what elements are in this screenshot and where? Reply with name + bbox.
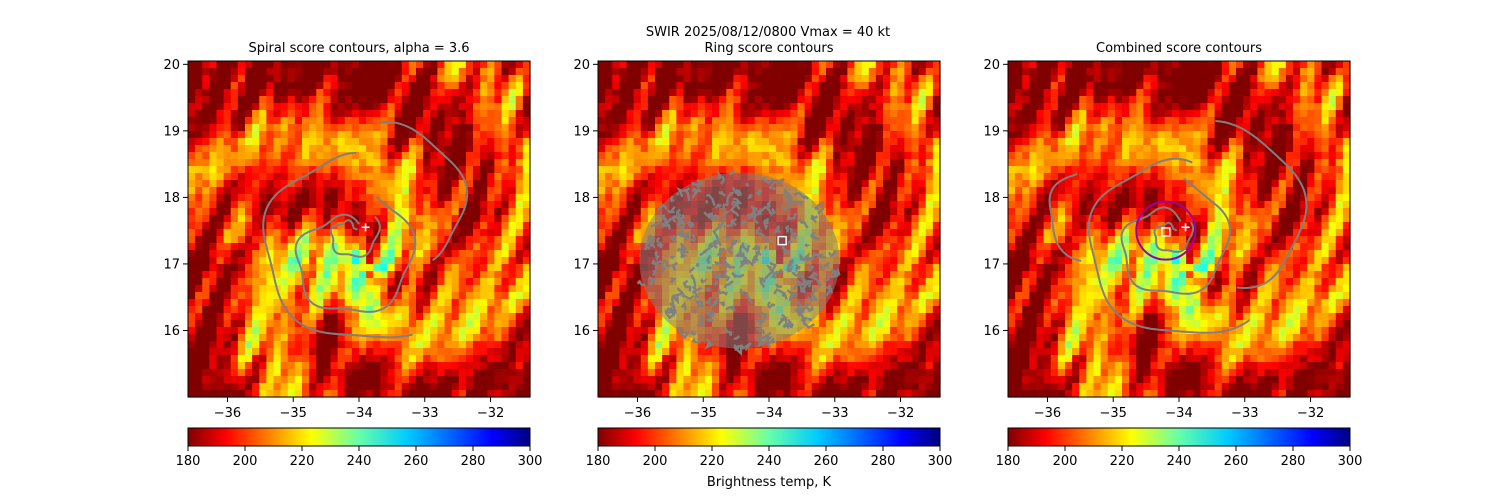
x-ticks: −36 −35 −34 −33 −32: [624, 397, 914, 421]
center-square-marker: [777, 235, 787, 246]
colorbar-tick-label: 280: [871, 454, 896, 469]
x-tick-label: −35: [1100, 406, 1127, 421]
x-ticks: −36 −35 −34 −33 −32: [214, 397, 504, 421]
fit-circle: [1135, 200, 1197, 261]
colorbar-tick-label: 240: [347, 454, 372, 469]
colorbar-tick-label: 180: [586, 454, 611, 469]
y-tick-label: 16: [573, 324, 590, 339]
x-tick-label: −33: [411, 406, 438, 421]
y-tick-label: 17: [163, 257, 180, 272]
colorbar: 180 200 220 240 260 280 300: [176, 427, 543, 469]
center-markers: [1135, 200, 1197, 261]
center-markers: [361, 223, 370, 232]
y-tick-label: 18: [573, 191, 590, 206]
contours: [636, 169, 841, 356]
contours: [1048, 120, 1308, 334]
colorbar-tick-label: 280: [461, 454, 486, 469]
heatmap: [188, 61, 531, 398]
y-tick-label: 20: [983, 58, 1000, 73]
colorbar-tick-label: 260: [404, 454, 429, 469]
panel-title: Spiral score contours, alpha = 3.6: [248, 41, 469, 56]
contour-line: [1153, 221, 1195, 253]
y-tick-label: 20: [573, 58, 590, 73]
contour-line: [329, 215, 381, 258]
x-tick-label: −33: [1231, 406, 1258, 421]
center-plus-marker: [361, 223, 370, 232]
panel-title: Combined score contours: [1096, 41, 1262, 56]
y-tick-label: 17: [573, 257, 590, 272]
x-tick-label: −36: [1034, 406, 1061, 421]
y-tick-label: 19: [163, 124, 180, 139]
x-tick-label: −32: [887, 406, 914, 421]
colorbar-tick-label: 200: [643, 454, 668, 469]
x-tick-label: −34: [1165, 406, 1192, 421]
x-tick-label: −32: [1297, 406, 1324, 421]
y-tick-label: 16: [163, 324, 180, 339]
y-tick-label: 19: [573, 124, 590, 139]
x-tick-label: −35: [280, 406, 307, 421]
x-tick-label: −34: [345, 406, 372, 421]
x-tick-label: −34: [755, 406, 782, 421]
y-tick-label: 19: [983, 124, 1000, 139]
y-ticks: 16 17 18 19 20: [983, 58, 1008, 339]
x-ticks: −36 −35 −34 −33 −32: [1034, 397, 1324, 421]
x-tick-label: −33: [821, 406, 848, 421]
contour-line: [294, 196, 417, 313]
colorbar-tick-label: 200: [1053, 454, 1078, 469]
panel-2: Ring score contours −36 −35 −34 −33 −32 16 17 18…: [573, 41, 952, 469]
colorbar-tick-label: 220: [700, 454, 725, 469]
panel-3: Combined score contours −36 −35 −34 −33 −32 16…: [983, 41, 1362, 469]
center-plus-marker: [1181, 223, 1190, 232]
center-markers: [777, 235, 787, 246]
colorbar-tick-label: 280: [1281, 454, 1306, 469]
x-tick-label: −36: [624, 406, 651, 421]
y-ticks: 16 17 18 19 20: [163, 58, 188, 339]
y-tick-label: 18: [163, 191, 180, 206]
colorbar-tick-label: 180: [996, 454, 1021, 469]
colorbar-tick-label: 240: [1167, 454, 1192, 469]
contour-line: [379, 120, 469, 262]
colorbar-tick-label: 260: [814, 454, 839, 469]
contour-line: [1048, 172, 1082, 262]
colorbar: 180 200 220 240 260 280 300: [996, 427, 1363, 469]
colorbar-tick-label: 180: [176, 454, 201, 469]
colorbar-label: Brightness temp, K: [707, 475, 832, 490]
colorbar-tick-label: 300: [1338, 454, 1363, 469]
y-tick-label: 18: [983, 191, 1000, 206]
contour-line: [262, 151, 413, 339]
x-tick-label: −36: [214, 406, 241, 421]
heatmap: [1008, 61, 1351, 398]
panel-title: Ring score contours: [704, 41, 833, 56]
colorbar-tick-label: 260: [1224, 454, 1249, 469]
y-tick-label: 20: [163, 58, 180, 73]
colorbar: 180 200 220 240 260 280 300: [586, 427, 953, 469]
center-square-marker: [1161, 227, 1171, 237]
panel-1: Spiral score contours, alpha = 3.6 −36 −35…: [163, 41, 542, 469]
y-tick-label: 16: [983, 324, 1000, 339]
contour-line: [1087, 157, 1251, 334]
colorbar-tick-label: 300: [928, 454, 953, 469]
suptitle: SWIR 2025/08/12/0800 Vmax = 40 kt: [646, 25, 890, 40]
contour-line: [1215, 120, 1308, 290]
x-tick-label: −32: [477, 406, 504, 421]
colorbar-tick-label: 240: [757, 454, 782, 469]
ring-contours: [636, 169, 841, 356]
contour-line: [1120, 177, 1231, 295]
colorbar-tick-label: 300: [518, 454, 543, 469]
contours: [262, 120, 469, 339]
colorbar-tick-label: 220: [290, 454, 315, 469]
colorbar-tick-label: 220: [1110, 454, 1135, 469]
y-tick-label: 17: [983, 257, 1000, 272]
y-ticks: 16 17 18 19 20: [573, 58, 598, 339]
colorbar-tick-label: 200: [233, 454, 258, 469]
x-tick-label: −35: [690, 406, 717, 421]
